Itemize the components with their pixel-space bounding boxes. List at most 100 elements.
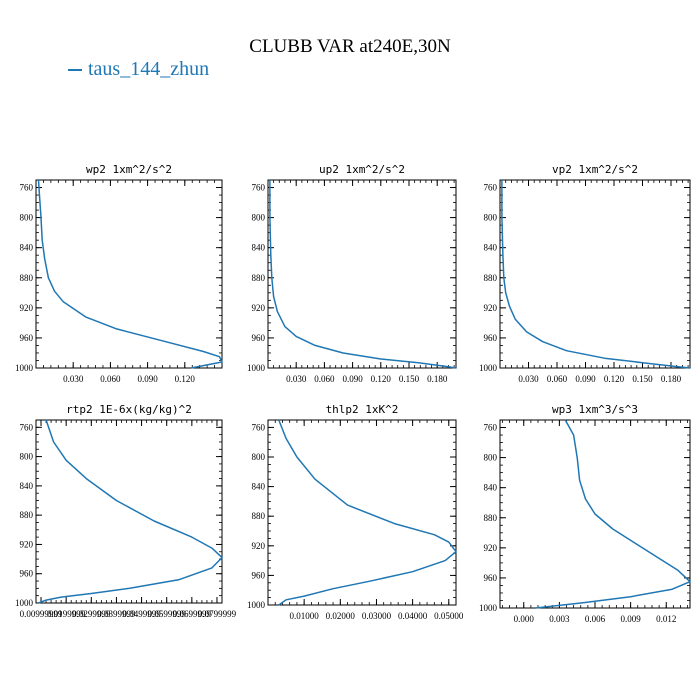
legend-line-swatch <box>68 69 82 72</box>
series-line <box>37 179 223 369</box>
y-tick-label: 760 <box>252 183 266 193</box>
x-tick-label: 0.003 <box>549 614 570 624</box>
x-tick-label: 0.060 <box>100 374 121 384</box>
x-tick-label: 0.120 <box>371 374 392 384</box>
x-tick-label: 0.150 <box>632 374 653 384</box>
x-tick-label: 0.0199999 <box>47 609 86 619</box>
y-tick-label: 960 <box>20 569 34 579</box>
y-tick-label: 1000 <box>247 600 266 610</box>
y-tick-label: 760 <box>484 423 498 433</box>
y-tick-label: 840 <box>484 483 498 493</box>
y-tick-label: 1000 <box>15 363 34 373</box>
y-tick-label: 800 <box>484 453 498 463</box>
panel-title: rtp2 1E-6x(kg/kg)^2 <box>66 403 192 416</box>
x-tick-label: 0.02000 <box>326 611 356 621</box>
x-tick-label: 0.000 <box>514 614 535 624</box>
y-tick-label: 920 <box>252 303 266 313</box>
y-tick-label: 800 <box>20 452 34 462</box>
x-tick-label: 0.030 <box>63 374 84 384</box>
x-tick-label: 0.090 <box>137 374 158 384</box>
plot-frame <box>35 419 223 604</box>
x-tick-label: 0.120 <box>175 374 196 384</box>
y-tick-label: 920 <box>252 541 266 551</box>
y-tick-label: 840 <box>252 243 266 253</box>
y-tick-label: 760 <box>20 422 34 432</box>
series-line <box>535 419 691 609</box>
y-tick-label: 880 <box>20 510 34 520</box>
plot-frame <box>499 179 691 369</box>
y-tick-label: 1000 <box>247 363 266 373</box>
panel-title: thlp2 1xK^2 <box>326 403 399 416</box>
x-tick-label: 0.006 <box>585 614 606 624</box>
y-tick-label: 840 <box>484 243 498 253</box>
x-tick-label: 0.090 <box>342 374 363 384</box>
panel-title: vp2 1xm^2/s^2 <box>552 163 638 176</box>
y-tick-label: 800 <box>20 213 34 223</box>
plot-frame <box>267 179 457 369</box>
y-tick-label: 960 <box>20 333 34 343</box>
y-tick-label: 920 <box>20 303 34 313</box>
x-tick-label: 0.060 <box>314 374 335 384</box>
y-tick-label: 840 <box>20 243 34 253</box>
y-tick-label: 960 <box>484 333 498 343</box>
y-tick-label: 800 <box>484 213 498 223</box>
panel-title: wp3 1xm^3/s^3 <box>552 403 638 416</box>
y-tick-label: 840 <box>20 481 34 491</box>
y-tick-label: 960 <box>252 570 266 580</box>
x-tick-label: 0.180 <box>427 374 448 384</box>
x-tick-label: 0.0599999 <box>148 609 187 619</box>
x-tick-label: 0.04000 <box>398 611 428 621</box>
series-line <box>269 180 457 369</box>
y-tick-label: 960 <box>484 573 498 583</box>
x-tick-label: 0.05000 <box>434 611 464 621</box>
panel-4: rtp2 1E-6x(kg/kg)^2 760 800 840 880 920 960 100… <box>15 403 237 619</box>
y-tick-label: 760 <box>484 183 498 193</box>
y-tick-label: 760 <box>252 422 266 432</box>
y-tick-label: 920 <box>20 539 34 549</box>
y-tick-label: 1000 <box>15 598 34 608</box>
plot-frame <box>267 419 457 606</box>
y-tick-label: 880 <box>484 513 498 523</box>
x-tick-label: 0.01000 <box>290 611 320 621</box>
y-tick-label: 760 <box>20 183 34 193</box>
x-tick-label: 0.012 <box>656 614 676 624</box>
y-tick-label: 960 <box>252 333 266 343</box>
panel-3: vp2 1xm^2/s^2 760 800 840 880 920 960 1000 0.030… <box>479 163 691 384</box>
x-tick-label: 0.0699999 <box>173 609 212 619</box>
x-tick-label: 0.0399999 <box>97 609 136 619</box>
x-tick-label: 0.180 <box>661 374 682 384</box>
y-tick-label: 880 <box>484 273 498 283</box>
panel-5: thlp2 1xK^2 760 800 840 880 920 960 1000 0.01000… <box>247 403 464 621</box>
panel-2: up2 1xm^2/s^2 760 800 840 880 920 960 1000 0.030… <box>247 163 457 384</box>
x-tick-label: 0.150 <box>399 374 420 384</box>
series-line <box>278 419 457 606</box>
y-tick-label: 1000 <box>479 603 498 613</box>
panel-title: wp2 1xm^2/s^2 <box>86 163 172 176</box>
y-tick-label: 840 <box>252 482 266 492</box>
x-tick-label: 0.060 <box>547 374 568 384</box>
y-tick-label: 800 <box>252 452 266 462</box>
y-tick-label: 880 <box>252 511 266 521</box>
series-line <box>501 180 691 369</box>
panel-1: wp2 1xm^2/s^2 760 800 840 880 920 960 1000 0.030… <box>15 163 223 384</box>
legend: taus_144_zhun <box>68 58 209 81</box>
y-tick-label: 800 <box>252 213 266 223</box>
y-tick-label: 920 <box>484 303 498 313</box>
x-tick-label: 0.120 <box>604 374 625 384</box>
y-tick-label: 880 <box>252 273 266 283</box>
x-tick-label: 0.009 <box>621 614 642 624</box>
x-tick-label: 0.0299999 <box>72 609 111 619</box>
figure-title: CLUBB VAR at240E,30N <box>249 36 451 57</box>
x-tick-label: 0.03000 <box>362 611 392 621</box>
x-tick-label: 0.030 <box>518 374 539 384</box>
plot-frame <box>35 179 223 369</box>
x-tick-label: 0.030 <box>286 374 307 384</box>
panel-6: wp3 1xm^3/s^3 760 800 840 880 920 960 1000 0.000… <box>479 403 691 624</box>
y-tick-label: 1000 <box>479 363 498 373</box>
x-tick-label: 0.090 <box>575 374 596 384</box>
x-tick-label: 0.0499999 <box>122 609 161 619</box>
legend-label: taus_144_zhun <box>88 58 210 80</box>
series-line <box>38 419 223 604</box>
